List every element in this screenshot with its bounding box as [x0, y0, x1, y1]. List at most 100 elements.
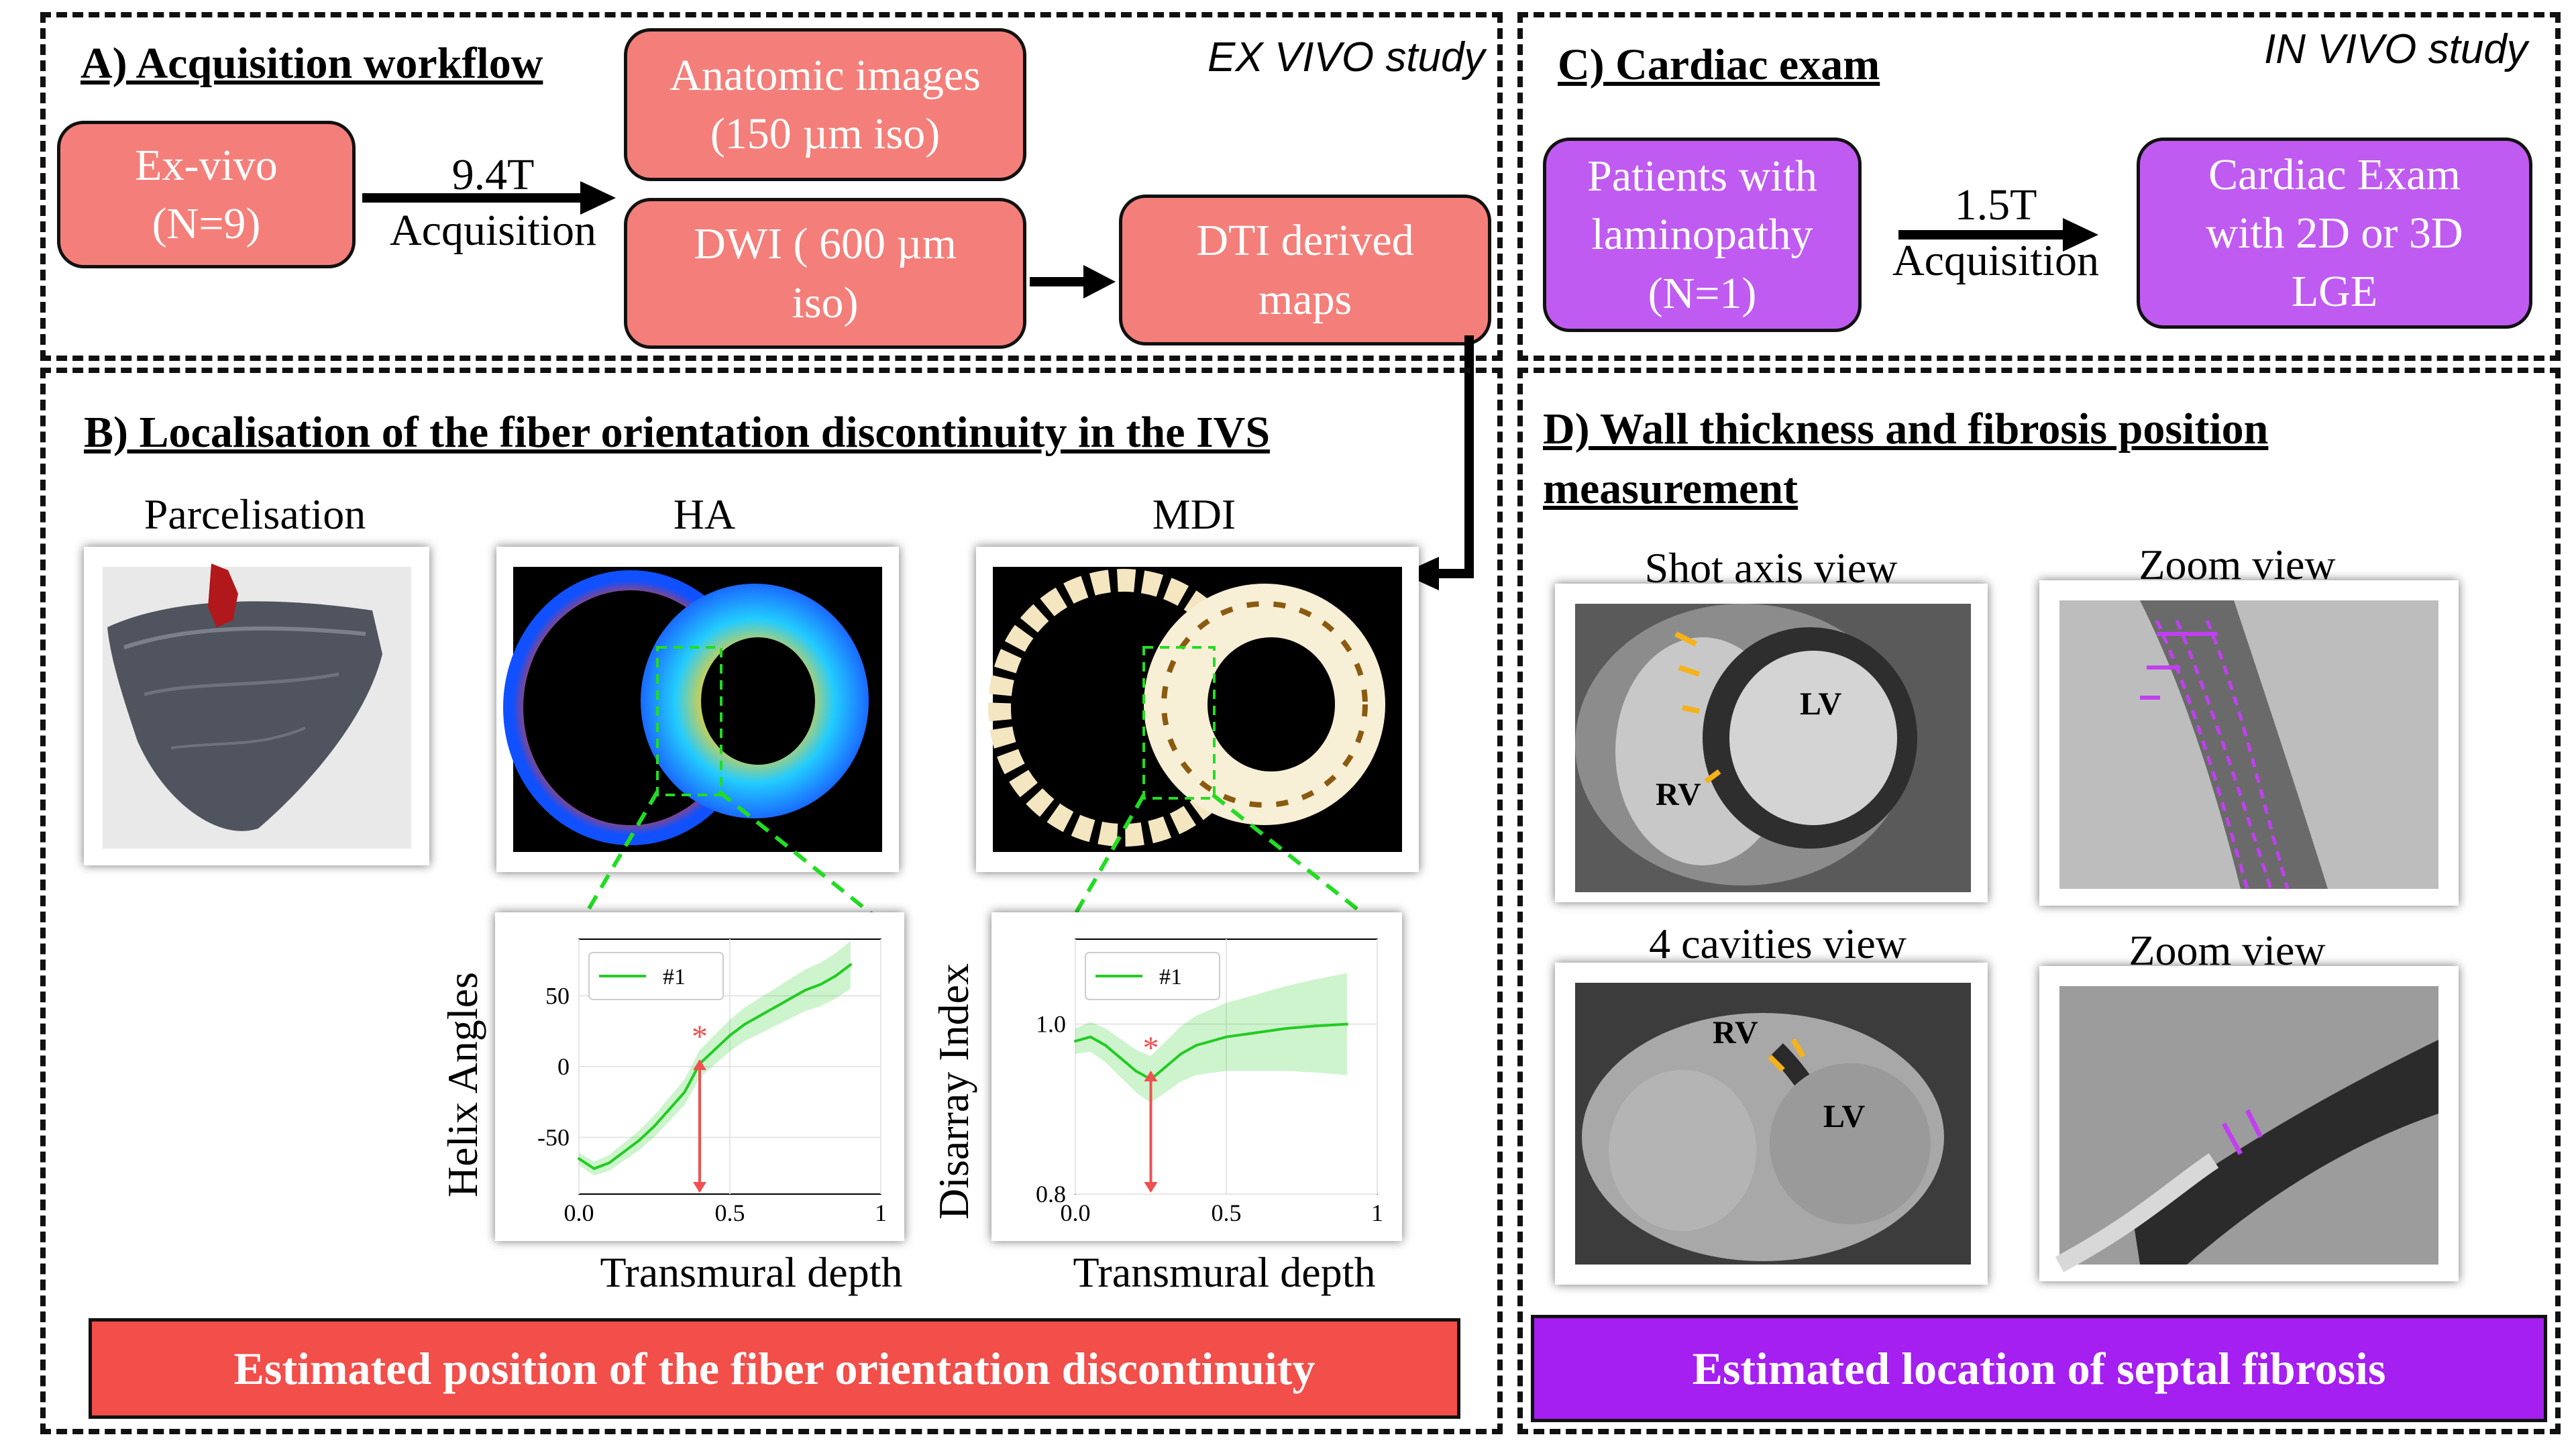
in-vivo-study-label: IN VIVO study [2264, 26, 2528, 72]
ha-xaxis-label: Transmural depth [600, 1248, 903, 1296]
data-point [773, 1006, 777, 1009]
zoom-view-image-1 [2039, 580, 2459, 906]
data-point [668, 1108, 671, 1111]
data-point [1195, 1044, 1197, 1047]
data-point [789, 997, 792, 1000]
zoom-view-svg-2 [2055, 986, 2438, 1273]
panel-localisation [40, 368, 1503, 1434]
data-point [834, 974, 837, 977]
data-point [623, 1150, 626, 1153]
arrow-94t-icon [362, 181, 616, 215]
mdi-label: MDI [1152, 490, 1236, 538]
y-tick-label: 1.0 [1036, 1011, 1066, 1038]
data-point [1285, 1027, 1288, 1030]
panel-b-title: B) Localisation of the fiber orientation… [84, 408, 1271, 457]
rv-label-2: RV [1713, 1015, 1758, 1051]
dti-derived-maps-text: DTI derived maps [1196, 216, 1414, 324]
data-point [1134, 1069, 1137, 1073]
legend-box [1085, 952, 1220, 1000]
ha-map-svg [503, 567, 882, 852]
septal-fibrosis-banner: Estimated location of septal fibrosis [1531, 1315, 2547, 1422]
y-tick-label: 50 [545, 982, 570, 1009]
helix-angle-chart: 0.0 0.5 1 50 0 -50 #1 * [495, 912, 904, 1241]
short-axis-svg: LV RV [1575, 604, 1971, 892]
x-tick-label: 0.5 [1212, 1199, 1242, 1226]
uncertainty-band [579, 941, 851, 1176]
zoom-guide-lines [575, 790, 1397, 941]
data-point [743, 1022, 747, 1026]
x-tick-label: 1 [875, 1199, 887, 1226]
four-cavities-mri: RV LV [1555, 963, 1988, 1285]
ha-roi-box [656, 646, 722, 796]
data-point [1316, 1024, 1318, 1028]
disarray-axis-label: Disarray Index [930, 963, 977, 1220]
data-point [683, 1091, 686, 1093]
cardiac-exam-box-text: Cardiac Exam with 2D or 3D LGE [2206, 150, 2463, 317]
panel-a-title: A) Acquisition workflow [80, 39, 543, 88]
legend-label: #1 [1159, 965, 1182, 989]
y-tick-label: 0.8 [1036, 1181, 1066, 1208]
ha-map-image [496, 547, 899, 872]
data-point [819, 983, 822, 986]
depth-arrow-head-top [693, 1059, 706, 1071]
data-point [1074, 1040, 1077, 1042]
x-tick-label: 1 [1371, 1199, 1383, 1226]
data-point [592, 1167, 596, 1170]
zoom-view-svg-1 [2059, 600, 2438, 890]
arrow-dwi-to-dti-icon [1030, 265, 1116, 299]
heart-3d-mesh [103, 564, 411, 849]
data-point [608, 1161, 610, 1165]
discontinuity-marker: * [1143, 1030, 1159, 1066]
x-tick-label: 0.0 [1061, 1199, 1091, 1226]
cardiac-exam-box: Cardiac Exam with 2D or 3D LGE [2137, 138, 2532, 329]
four-cavities-svg: RV LV [1575, 983, 1971, 1265]
depth-arrow-head-bottom [693, 1182, 706, 1193]
panel-c-title: C) Cardiac exam [1558, 40, 1880, 89]
data-point [638, 1138, 641, 1142]
data-point [729, 1034, 731, 1037]
data-point [1089, 1035, 1092, 1038]
parcelisation-label: Parcelisation [144, 490, 366, 538]
lv-label-1: LV [1800, 686, 1842, 722]
rv-label-1: RV [1656, 777, 1701, 812]
acquisition-94t-label: 9.4T Acquisition [390, 150, 596, 255]
mdi-xaxis-label: Transmural depth [1073, 1248, 1376, 1296]
series-line [1075, 1022, 1348, 1081]
data-point [804, 989, 807, 991]
panel-wall-thickness [1517, 368, 2561, 1434]
panel-d-title: D) Wall thickness and fibrosis position … [1543, 405, 2269, 514]
ex-vivo-box: Ex-vivo (N=9) [57, 121, 356, 268]
data-point [1179, 1053, 1183, 1055]
zoom-view-image-2 [2039, 966, 2459, 1281]
data-point [1165, 1065, 1167, 1068]
x-tick-label: 0.5 [715, 1199, 745, 1226]
ivs-region [208, 564, 238, 627]
panel-cardiac-exam [1517, 12, 2561, 361]
discontinuity-marker: * [692, 1019, 708, 1055]
disarray-index-plot: 0.0 0.5 1 1.0 0.8 #1 * [1036, 938, 1383, 1226]
data-point [759, 1014, 761, 1017]
disarray-chart: 0.0 0.5 1 1.0 0.8 #1 * [991, 912, 1402, 1241]
data-point [1346, 1022, 1348, 1026]
panel-acquisition-workflow [40, 12, 1503, 361]
helix-angles-axis-label: Helix Angles [439, 972, 486, 1197]
data-point [1255, 1031, 1258, 1034]
acquisition-15t-label: 1.5T Acquisition [1892, 180, 2099, 285]
lv-label-2: LV [1823, 1099, 1866, 1134]
arrow-15t-icon [1898, 218, 2098, 252]
data-point [1104, 1044, 1107, 1047]
mdi-map-image [976, 547, 1419, 872]
data-point [1119, 1057, 1122, 1060]
dti-derived-maps-box: DTI derived maps [1119, 195, 1491, 345]
legend-box [588, 952, 724, 1000]
y-tick-label: -50 [537, 1124, 570, 1151]
data-point [713, 1048, 716, 1051]
four-cavities-label: 4 cavities view [1649, 920, 1907, 967]
depth-arrow-head-top [1144, 1071, 1158, 1081]
data-point [578, 1157, 580, 1161]
fiber-discontinuity-banner: Estimated position of the fiber orientat… [89, 1318, 1460, 1419]
parcelisation-image [84, 547, 429, 865]
short-axis-mri: LV RV [1555, 584, 1988, 902]
data-point [653, 1124, 656, 1128]
data-point [1225, 1035, 1228, 1038]
